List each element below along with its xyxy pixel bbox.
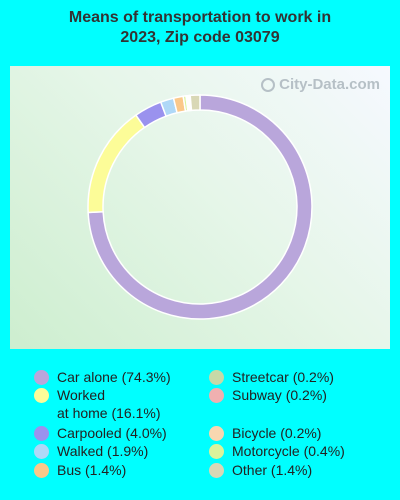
legend-swatch	[209, 388, 224, 403]
legend: Car alone (74.3%) Worked at home (16.1%)…	[0, 362, 400, 492]
legend-item-car-alone: Car alone (74.3%)	[34, 368, 171, 386]
legend-label: Motorcycle (0.4%)	[232, 443, 345, 459]
legend-label: Bus (1.4%)	[57, 462, 127, 478]
legend-swatch	[34, 370, 49, 385]
legend-item-streetcar: Streetcar (0.2%)	[209, 368, 334, 386]
legend-item-carpooled: Carpooled (4.0%)	[34, 424, 167, 442]
legend-label: Streetcar (0.2%)	[232, 369, 334, 385]
chart-title: Means of transportation to work in 2023,…	[0, 8, 400, 48]
legend-item-subway: Subway (0.2%)	[209, 386, 327, 404]
watermark: City-Data.com	[261, 76, 380, 93]
legend-swatch	[34, 426, 49, 441]
chart-title-line-2: 2023, Zip code 03079	[120, 29, 280, 46]
legend-swatch	[209, 463, 224, 478]
legend-swatch	[209, 426, 224, 441]
legend-swatch	[34, 388, 49, 403]
legend-item-bicycle: Bicycle (0.2%)	[209, 424, 321, 442]
legend-swatch	[34, 463, 49, 478]
legend-item-worked-at-home: Worked at home (16.1%)	[34, 386, 161, 422]
legend-item-other: Other (1.4%)	[209, 461, 312, 479]
legend-label: Other (1.4%)	[232, 462, 313, 478]
donut-slice-other	[189, 94, 201, 112]
donut-chart	[87, 94, 313, 320]
watermark-text: City-Data.com	[279, 76, 380, 93]
magnifier-icon	[261, 77, 276, 92]
legend-label: Walked (1.9%)	[57, 443, 149, 459]
legend-swatch	[34, 444, 49, 459]
legend-swatch	[209, 370, 224, 385]
chart-title-line-1: Means of transportation to work in	[68, 9, 332, 26]
donut-slice-worked-at-home	[87, 114, 146, 214]
legend-item-motorcycle: Motorcycle (0.4%)	[209, 442, 345, 460]
legend-label: Worked at home (16.1%)	[57, 386, 161, 422]
legend-item-bus: Bus (1.4%)	[34, 461, 126, 479]
legend-label-line-1: Worked	[57, 387, 105, 403]
legend-label: Bicycle (0.2%)	[232, 425, 322, 441]
legend-label: Car alone (74.3%)	[57, 369, 171, 385]
legend-label: Carpooled (4.0%)	[57, 425, 167, 441]
legend-label: Subway (0.2%)	[232, 387, 327, 403]
legend-item-walked: Walked (1.9%)	[34, 442, 148, 460]
legend-label-line-2: at home (16.1%)	[57, 405, 161, 421]
legend-swatch	[209, 444, 224, 459]
chart-area: City-Data.com	[10, 66, 390, 349]
